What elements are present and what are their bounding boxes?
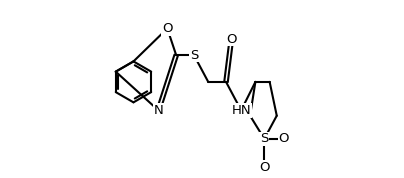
Text: O: O — [259, 161, 269, 174]
Text: O: O — [279, 132, 289, 145]
Text: S: S — [190, 49, 198, 62]
Text: N: N — [154, 104, 163, 117]
Text: O: O — [162, 22, 173, 35]
Text: HN: HN — [231, 104, 251, 117]
Text: S: S — [260, 132, 269, 145]
Text: O: O — [226, 33, 237, 46]
